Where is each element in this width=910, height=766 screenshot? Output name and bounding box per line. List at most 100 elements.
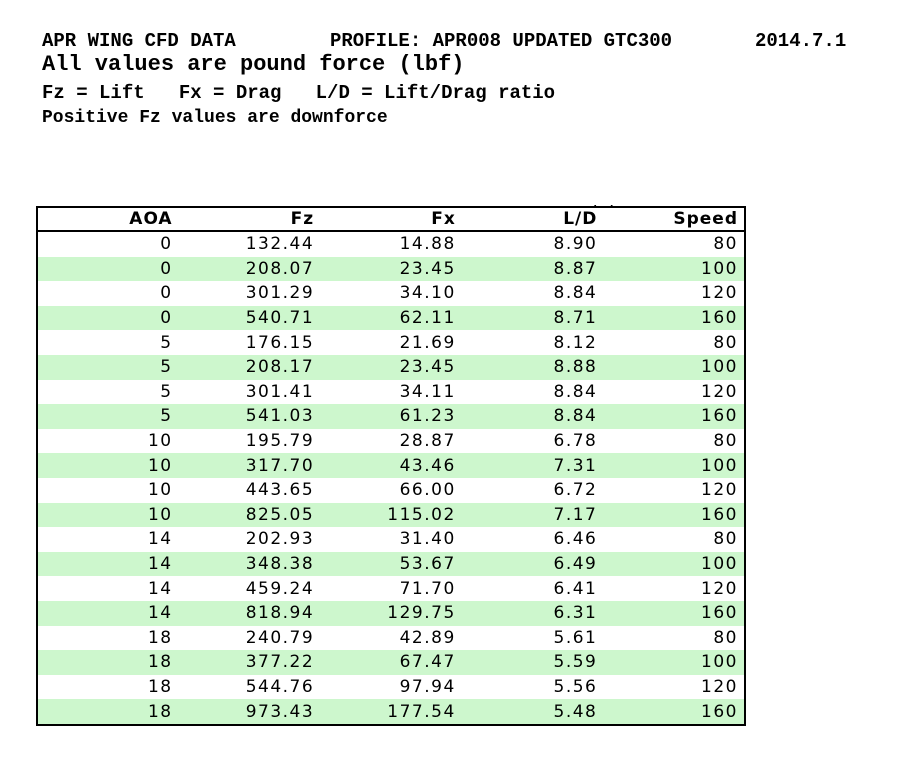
profile-label: PROFILE: APR008 UPDATED GTC300 bbox=[330, 30, 673, 52]
table-row: 14 202.93 31.40 6.46 80 bbox=[37, 527, 745, 552]
cell-fz: 132.44 bbox=[245, 234, 315, 255]
cell-aoa: 5 bbox=[160, 381, 173, 402]
cell-speed: 100 bbox=[701, 652, 738, 673]
cell-speed: 80 bbox=[713, 627, 738, 648]
units-note: All values are pound force (lbf) bbox=[42, 52, 465, 77]
column-header-aoa: AOA bbox=[37, 207, 179, 232]
cell-speed: 160 bbox=[701, 603, 738, 624]
cell-aoa: 5 bbox=[160, 357, 173, 378]
cell-speed: 120 bbox=[701, 480, 738, 501]
cell-speed: 160 bbox=[701, 308, 738, 329]
cell-l-d: 5.56 bbox=[553, 676, 598, 697]
cell-fx: 53.67 bbox=[399, 554, 456, 575]
cell-fz: 377.22 bbox=[245, 652, 315, 673]
table-row: 10 443.65 66.00 6.72 120 bbox=[37, 478, 745, 503]
cell-speed: 100 bbox=[701, 258, 738, 279]
cell-fx: 67.47 bbox=[399, 652, 456, 673]
cell-fz: 540.71 bbox=[245, 308, 315, 329]
cell-speed: 100 bbox=[701, 554, 738, 575]
table-row: 5 208.17 23.45 8.88 100 bbox=[37, 354, 745, 380]
cell-speed: 120 bbox=[701, 283, 738, 304]
cell-aoa: 5 bbox=[160, 332, 173, 353]
cell-l-d: 8.84 bbox=[553, 283, 598, 304]
cell-fx: 43.46 bbox=[399, 455, 456, 476]
cell-aoa: 14 bbox=[147, 578, 173, 599]
table-row: 0 208.07 23.45 8.87 100 bbox=[37, 256, 745, 282]
cell-fz: 208.07 bbox=[245, 258, 315, 279]
cell-fx: 71.70 bbox=[399, 578, 456, 599]
cell-aoa: 14 bbox=[147, 554, 173, 575]
cell-aoa: 10 bbox=[147, 431, 173, 452]
cell-fx: 66.00 bbox=[399, 480, 456, 501]
cell-fx: 62.11 bbox=[399, 308, 456, 329]
cell-fx: 31.40 bbox=[399, 529, 456, 550]
cell-aoa: 18 bbox=[147, 701, 173, 722]
cell-fz: 544.76 bbox=[245, 676, 315, 697]
column-header-fz: Fz bbox=[178, 207, 321, 232]
cell-fx: 97.94 bbox=[399, 676, 456, 697]
cell-l-d: 8.90 bbox=[553, 234, 598, 255]
table-row: 18 973.43 177.54 5.48 160 bbox=[37, 699, 745, 725]
cell-fz: 301.29 bbox=[245, 283, 315, 304]
table-row: 18 544.76 97.94 5.56 120 bbox=[37, 675, 745, 700]
cell-l-d: 5.59 bbox=[553, 652, 598, 673]
table-row: 0 540.71 62.11 8.71 160 bbox=[37, 305, 745, 331]
doc-title: APR WING CFD DATA bbox=[42, 30, 236, 52]
cell-fx: 21.69 bbox=[399, 332, 456, 353]
cell-l-d: 6.72 bbox=[553, 480, 598, 501]
table-row: 5 301.41 34.11 8.84 120 bbox=[37, 380, 745, 405]
version-date: 2014.7.1 bbox=[755, 30, 847, 52]
table-row: 18 240.79 42.89 5.61 80 bbox=[37, 626, 745, 651]
table-row: 5 541.03 61.23 8.84 160 bbox=[37, 404, 745, 429]
cell-l-d: 6.78 bbox=[553, 431, 598, 452]
cfd-data-table: AOA Fz Fx L/D Speed 0 132.44 14.88 8.90 80 0 208.0… bbox=[36, 206, 746, 726]
column-header-fx: Fx bbox=[320, 207, 462, 232]
table-row: 14 459.24 71.70 6.41 120 bbox=[37, 576, 745, 601]
cell-speed: 120 bbox=[701, 578, 738, 599]
cell-speed: 100 bbox=[701, 455, 738, 476]
table-body: 0 132.44 14.88 8.90 80 0 208.07 23.45 8.87 100 0 30… bbox=[37, 231, 745, 725]
cell-fx: 23.45 bbox=[399, 258, 456, 279]
cell-l-d: 8.12 bbox=[553, 332, 598, 353]
cell-l-d: 5.61 bbox=[553, 627, 598, 648]
cell-fz: 317.70 bbox=[245, 455, 315, 476]
cell-speed: 80 bbox=[713, 332, 738, 353]
cell-speed: 80 bbox=[713, 234, 738, 255]
cell-fz: 443.65 bbox=[245, 480, 315, 501]
table-row: 5 176.15 21.69 8.12 80 bbox=[37, 330, 745, 355]
cell-speed: 120 bbox=[701, 381, 738, 402]
table-row: 0 132.44 14.88 8.90 80 bbox=[37, 231, 745, 257]
cell-fz: 202.93 bbox=[245, 529, 315, 550]
cell-l-d: 6.31 bbox=[553, 603, 598, 624]
cell-fz: 176.15 bbox=[245, 332, 315, 353]
cell-fz: 240.79 bbox=[245, 627, 315, 648]
cell-l-d: 8.87 bbox=[553, 258, 598, 279]
cell-fz: 348.38 bbox=[245, 554, 315, 575]
cell-l-d: 5.48 bbox=[553, 701, 598, 722]
cell-aoa: 0 bbox=[160, 234, 173, 255]
cell-fz: 301.41 bbox=[245, 381, 315, 402]
cell-aoa: 18 bbox=[147, 676, 173, 697]
cell-fx: 34.11 bbox=[399, 381, 456, 402]
cell-aoa: 10 bbox=[147, 480, 173, 501]
cell-fx: 42.89 bbox=[399, 627, 456, 648]
cell-aoa: 14 bbox=[147, 603, 173, 624]
cell-fz: 195.79 bbox=[245, 431, 315, 452]
cell-fx: 34.10 bbox=[399, 283, 456, 304]
cell-fz: 208.17 bbox=[245, 357, 315, 378]
cell-fx: 23.45 bbox=[399, 357, 456, 378]
column-header-speed: Speed bbox=[603, 207, 745, 232]
cell-aoa: 18 bbox=[147, 652, 173, 673]
cell-l-d: 8.71 bbox=[553, 308, 598, 329]
table-row: 0 301.29 34.10 8.84 120 bbox=[37, 281, 745, 306]
table-row: 10 825.05 115.02 7.17 160 bbox=[37, 502, 745, 528]
table-header-row: AOA Fz Fx L/D Speed bbox=[37, 207, 745, 232]
cell-aoa: 5 bbox=[160, 406, 173, 427]
table-row: 14 348.38 53.67 6.49 100 bbox=[37, 551, 745, 577]
cell-speed: 160 bbox=[701, 406, 738, 427]
cell-fx: 28.87 bbox=[399, 431, 456, 452]
cell-speed: 80 bbox=[713, 529, 738, 550]
table-row: 18 377.22 67.47 5.59 100 bbox=[37, 650, 745, 675]
cell-speed: 100 bbox=[701, 357, 738, 378]
table-row: 14 818.94 129.75 6.31 160 bbox=[37, 600, 745, 626]
